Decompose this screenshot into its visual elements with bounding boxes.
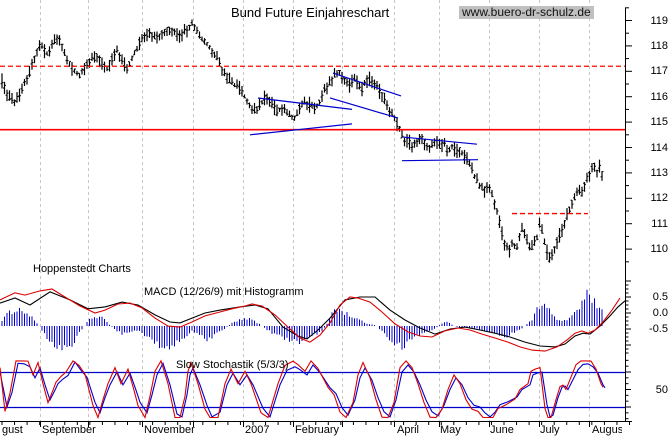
chart-title: Bund Future Einjahreschart [231,5,390,20]
macd-panel-label: MACD (12/26/9) mit Histogramm [144,286,304,298]
price-axis-label: 112 [650,192,668,205]
brand-label: Hoppenstedt Charts [33,263,131,275]
price-axis-label: 117 [650,65,668,78]
price-axis-label: 114 [650,141,668,154]
watermark-url: www.buero-dr-schulz.de [459,5,594,20]
price-axis-label: 113 [650,166,668,179]
price-axis-label: 111 [651,217,668,230]
price-axis-label: 110 [650,243,668,256]
stoch-axis-label: 50 [655,383,668,396]
stoch-panel-label: Slow Stochastik (5/3/3) [176,359,289,371]
price-axis-label: 115 [650,116,668,129]
macd-axis-label: 0.5 [652,291,668,303]
price-axis-label: 118 [650,39,668,52]
macd-axis-label: -0.5 [649,323,668,335]
price-axis-label: 119 [650,14,668,27]
price-axis-label: 116 [650,90,668,103]
macd-axis-label: 0.0 [652,307,668,319]
